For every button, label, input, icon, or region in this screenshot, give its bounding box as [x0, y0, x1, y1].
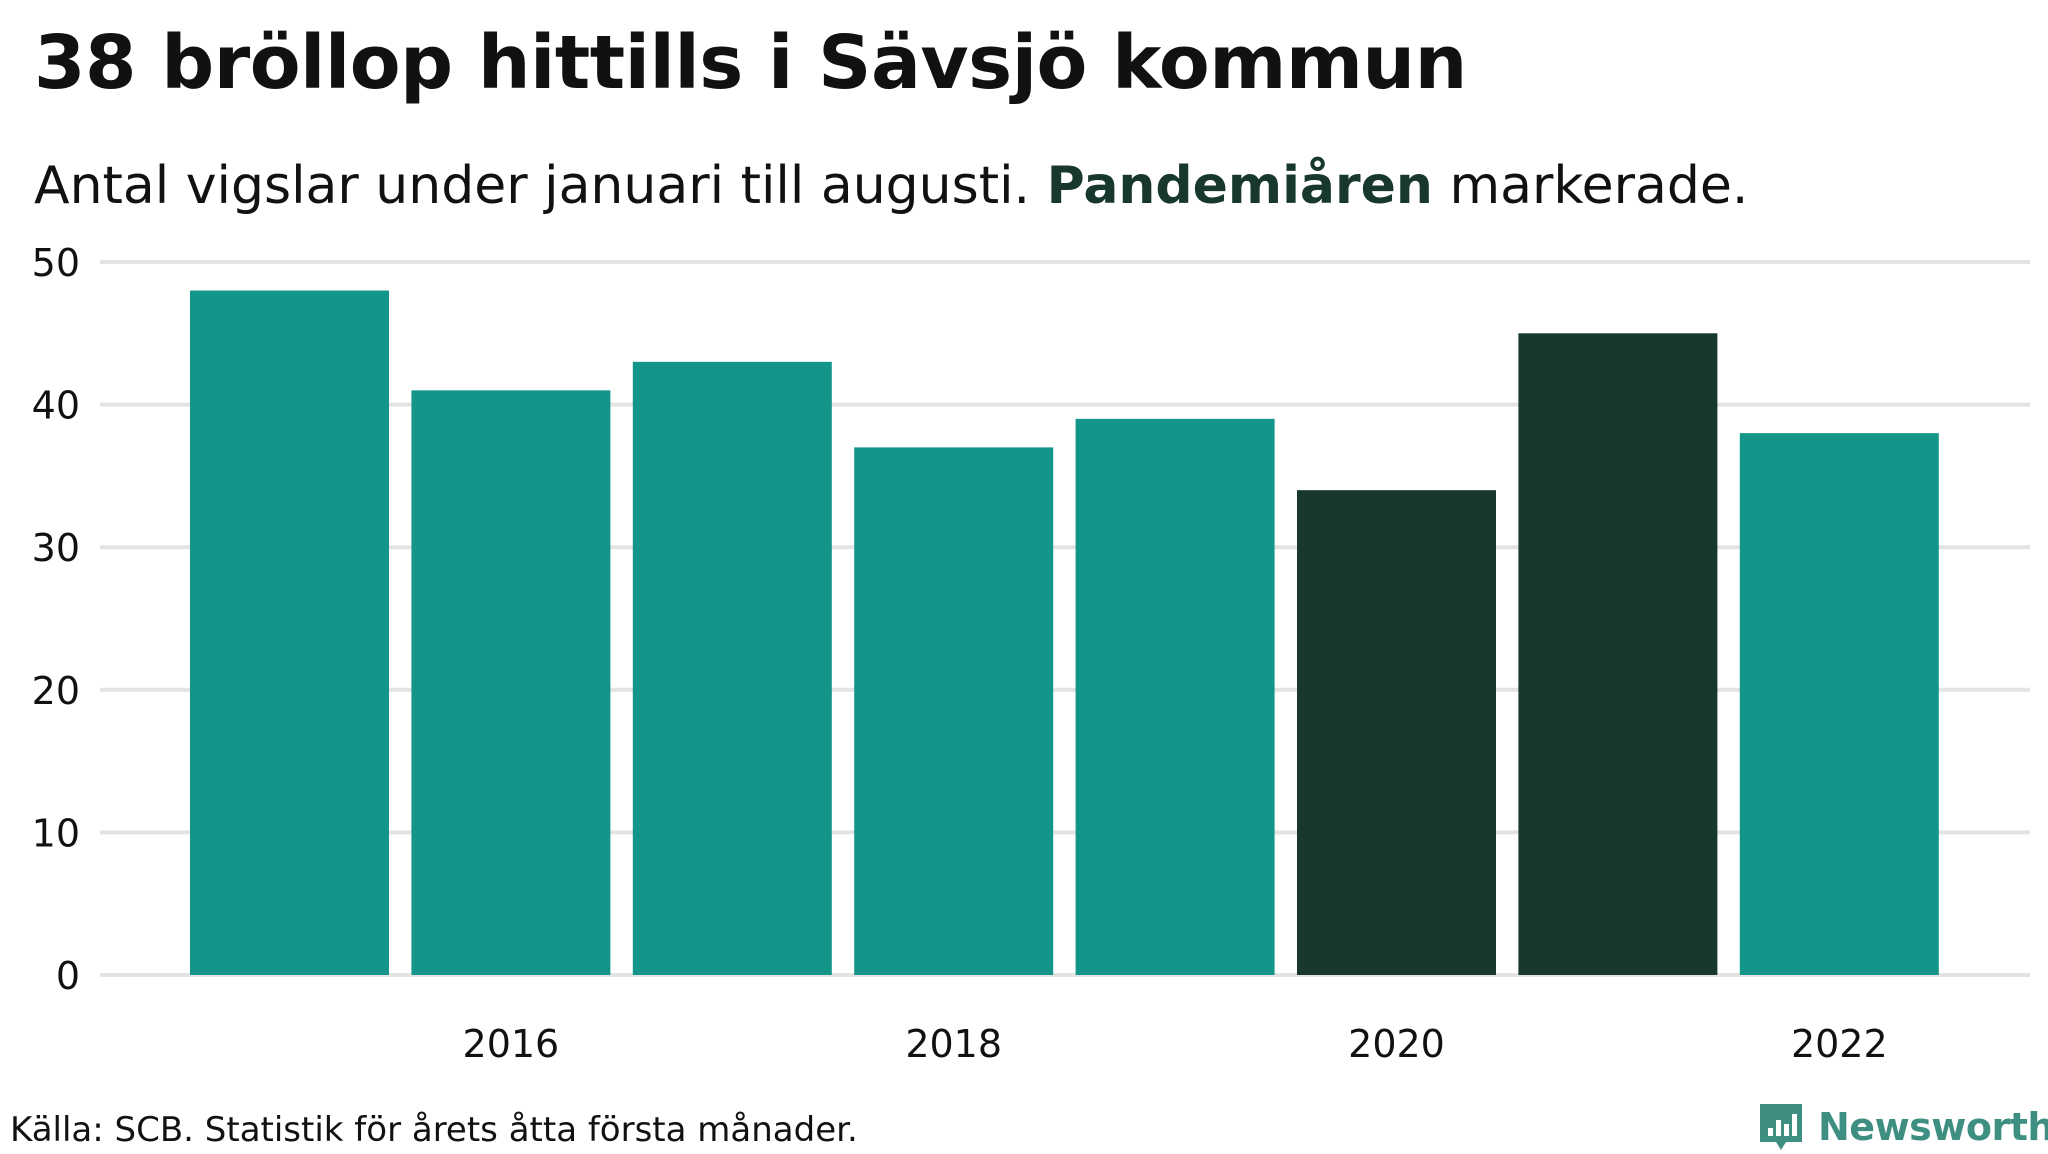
x-tick-label-2016: 2016	[463, 1022, 560, 1066]
y-tick-label-20: 20	[32, 669, 80, 713]
x-tick-label-2020: 2020	[1348, 1022, 1445, 1066]
source-note: Källa: SCB. Statistik för årets åtta för…	[10, 1110, 858, 1150]
bar-2022	[1739, 433, 1939, 975]
bar-2019	[1075, 418, 1275, 975]
chart-subtitle: Antal vigslar under januari till augusti…	[34, 156, 1748, 216]
subtitle-text-end: markerade.	[1449, 156, 1749, 216]
y-tick-label-10: 10	[32, 811, 80, 855]
bar-chart: 0 10 20 30 40 50 2016 2018 2020 2022	[32, 241, 2030, 1066]
bar-2020	[1297, 490, 1496, 975]
y-tick-label-50: 50	[32, 241, 80, 285]
bar-2018	[854, 447, 1054, 975]
bar-2015	[190, 290, 389, 975]
brand-name: Newsworthy	[1818, 1105, 2048, 1149]
x-tick-label-2022: 2022	[1791, 1022, 1888, 1066]
x-tick-label-2018: 2018	[905, 1022, 1002, 1066]
subtitle-highlight: Pandemiåren	[1046, 156, 1433, 216]
brand-logo: Newsworthy	[1756, 1100, 2048, 1154]
bar-2016	[411, 390, 611, 976]
y-tick-label-30: 30	[32, 526, 80, 570]
y-tick-label-0: 0	[56, 954, 80, 998]
chart-title: 38 bröllop hittills i Sävsjö kommun	[34, 20, 1467, 106]
bar-2021	[1518, 333, 1718, 975]
subtitle-text: Antal vigslar under januari till augusti…	[34, 156, 1031, 216]
bar-chart-badge-icon	[1760, 1104, 1802, 1150]
y-tick-label-40: 40	[32, 384, 80, 428]
bar-2017	[632, 361, 832, 975]
